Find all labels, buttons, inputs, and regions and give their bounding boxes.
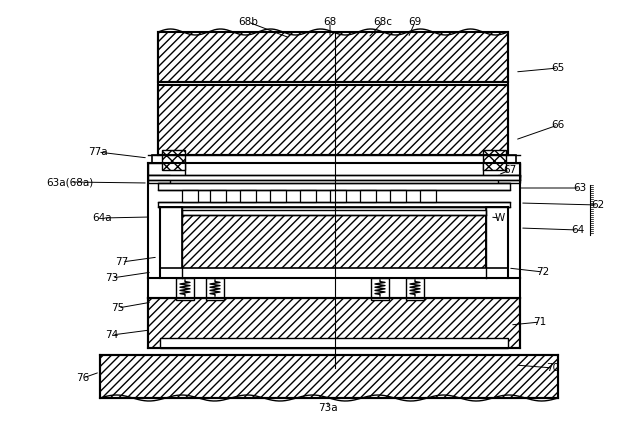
Text: 68c: 68c <box>374 17 392 27</box>
Bar <box>182 210 486 215</box>
Bar <box>148 175 170 183</box>
Text: 76: 76 <box>76 373 90 383</box>
Bar <box>158 85 508 155</box>
Bar <box>486 207 508 278</box>
Bar <box>330 190 346 202</box>
Bar <box>158 32 508 82</box>
Text: 73a: 73a <box>318 403 338 413</box>
Bar <box>371 278 389 300</box>
Bar <box>176 278 194 300</box>
Bar <box>420 190 436 202</box>
Bar <box>160 338 508 348</box>
Text: 63: 63 <box>573 183 587 193</box>
Bar <box>182 190 198 202</box>
Text: 65: 65 <box>552 63 564 73</box>
Bar <box>210 190 226 202</box>
Bar <box>483 163 520 177</box>
Bar <box>148 175 520 180</box>
Bar <box>498 175 520 183</box>
Bar <box>160 207 182 278</box>
Bar <box>406 278 424 300</box>
Text: 66: 66 <box>552 120 564 130</box>
Bar <box>148 163 185 177</box>
Text: 75: 75 <box>111 303 125 313</box>
Bar <box>100 355 558 398</box>
Text: 71: 71 <box>533 317 547 327</box>
Text: 77a: 77a <box>88 147 108 157</box>
Bar <box>360 190 376 202</box>
Bar <box>148 278 520 298</box>
Bar <box>240 190 256 202</box>
Text: 68b: 68b <box>238 17 258 27</box>
Bar <box>158 183 510 190</box>
Bar <box>182 215 486 278</box>
Bar <box>162 150 185 170</box>
Text: 70: 70 <box>547 363 559 373</box>
Text: 67: 67 <box>504 165 516 175</box>
Bar <box>148 298 520 348</box>
Bar <box>158 202 510 207</box>
Bar <box>390 190 406 202</box>
Text: 64a: 64a <box>92 213 112 223</box>
Bar <box>152 155 516 163</box>
Text: 68: 68 <box>323 17 337 27</box>
Bar <box>160 268 508 278</box>
Text: 69: 69 <box>408 17 422 27</box>
Bar <box>483 150 506 170</box>
Text: 77: 77 <box>115 257 129 267</box>
Bar <box>206 278 224 300</box>
Text: 74: 74 <box>106 330 118 340</box>
Text: 73: 73 <box>106 273 118 283</box>
Text: 72: 72 <box>536 267 550 277</box>
Text: 63a(68a): 63a(68a) <box>46 177 93 187</box>
Bar <box>300 190 316 202</box>
Bar <box>270 190 286 202</box>
Text: 62: 62 <box>591 200 605 210</box>
Text: 64: 64 <box>572 225 584 235</box>
Text: W: W <box>495 213 505 223</box>
